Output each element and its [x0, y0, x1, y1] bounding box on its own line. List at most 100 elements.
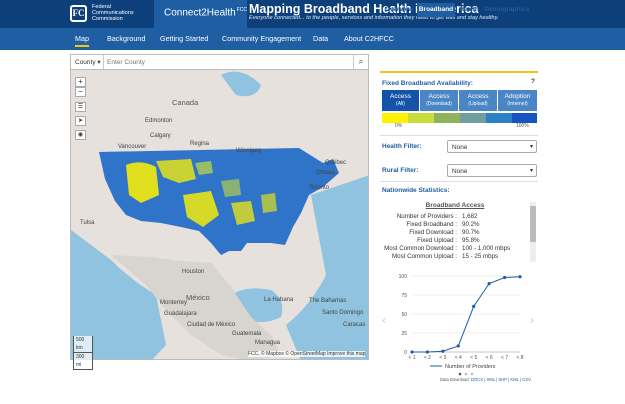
segment-adoption-internet[interactable]: Adoption (Internet) [498, 90, 537, 111]
search-type-dropdown[interactable]: County ▾ [71, 55, 104, 69]
stats-scrollbar[interactable] [530, 202, 536, 262]
map-label-canada: Canada [172, 98, 199, 107]
stat-row: Number of Providers :1,682 [396, 213, 478, 220]
segment-access-all[interactable]: Access (All) [382, 90, 419, 111]
nav-community-engagement[interactable]: Community Engagement [222, 34, 302, 43]
appalachia-low-access [261, 193, 277, 213]
southern-plains-low-access [183, 191, 219, 227]
download-shp[interactable]: SHP [498, 377, 507, 382]
map-attribution[interactable]: FCC, © Mapbox © OpenStreetMap Improve th… [248, 351, 366, 357]
chart-y-tick: 0 [404, 350, 407, 356]
divider [380, 135, 538, 136]
download-kml[interactable]: KML [510, 377, 519, 382]
main-nav: Map Background Getting Started Community… [0, 28, 625, 50]
chart-y-tick: 50 [401, 312, 407, 318]
zoom-out-button[interactable]: − [75, 87, 86, 97]
connect2health-logo[interactable]: Connect2HealthFCC [154, 0, 247, 28]
tab-health[interactable]: Health [459, 6, 479, 13]
stat-row: Fixed Upload :95.8% [417, 237, 480, 244]
nav-background[interactable]: Background [107, 34, 146, 43]
chevron-down-icon: ▾ [529, 168, 533, 174]
scale-mi: 300 mi [73, 353, 93, 370]
legend-swatch-2 [408, 113, 434, 123]
layers-icon[interactable]: ☰ [75, 102, 86, 112]
chart-x-tick: < 3 [439, 355, 446, 361]
county-search-input[interactable] [107, 56, 337, 68]
chart-series-line [412, 276, 521, 353]
stats-scroll-thumb[interactable] [530, 206, 536, 242]
map-label-guatemala: Guatemala [232, 331, 262, 337]
chart-point [410, 350, 414, 354]
download-docx[interactable]: DOCX [470, 377, 484, 382]
fcc-logo[interactable]: FC [70, 5, 87, 22]
legend-swatch-4 [460, 113, 486, 123]
nav-data[interactable]: Data [313, 34, 329, 43]
map-scale: 500 km 300 mi [73, 336, 93, 370]
locate-icon[interactable]: ➤ [75, 116, 86, 126]
chart-point [518, 275, 522, 279]
chart-x-tick: < 1 [408, 355, 415, 361]
map-label-bahamas: The Bahamas [309, 298, 347, 304]
scale-km: 500 km [73, 336, 93, 353]
map-label-mexico: México [186, 293, 210, 302]
zoom-in-button[interactable]: + [75, 77, 86, 87]
map-canvas[interactable] [70, 54, 369, 360]
usa-counties-base [99, 148, 339, 255]
midwest-medium-access [195, 161, 213, 175]
legend-min: 0% [395, 123, 403, 129]
chart-x-tick: < 5 [470, 355, 477, 361]
stats-box: Broadband Access Number of Providers :1,… [382, 200, 537, 263]
health-filter-select[interactable]: None ▾ [447, 140, 537, 153]
map-label-toronto: Toronto [309, 185, 330, 191]
stat-row: Most Common Download :100 - 1,000 mbps [384, 245, 511, 252]
rural-filter-select[interactable]: None ▾ [447, 164, 537, 177]
map-label-calgary: Calgary [150, 133, 171, 139]
legend-swatch-1 [382, 113, 408, 123]
chart-point [441, 349, 445, 353]
map-label-managua: Managua [255, 340, 281, 346]
map-label-tulsa: Tulsa [80, 220, 95, 226]
nav-getting-started[interactable]: Getting Started [160, 34, 209, 43]
map-label-winnipeg: Winnipeg [236, 148, 262, 154]
chevron-left-icon[interactable]: ‹ [382, 313, 386, 327]
legend-swatch-5 [486, 113, 512, 123]
rural-filter-label: Rural Filter: [382, 167, 419, 174]
map-label-monterrey: Monterrey [160, 300, 188, 306]
chart-y-tick: 75 [401, 293, 407, 299]
south-central-low-access [231, 201, 255, 225]
chart-point [425, 350, 430, 354]
divider [380, 181, 538, 182]
tab-overview[interactable]: Overview [384, 6, 414, 13]
chart-x-tick: < 4 [455, 355, 462, 361]
tab-demographics[interactable]: Demographics [484, 6, 530, 13]
fixed-broadband-title: Fixed Broadband Availability: [382, 80, 473, 87]
map-svg [71, 55, 368, 359]
map-label-santo-domingo: Santo Domingo [322, 310, 364, 316]
data-download: Data Download: DOCX | XML | SHP | KML | … [440, 377, 531, 382]
map-label-havana: La Habana [264, 297, 294, 303]
chart-point [502, 275, 507, 280]
globe-icon[interactable]: ◉ [75, 130, 86, 140]
segment-access-upload[interactable]: Access (Upload) [459, 90, 497, 111]
chart-point [472, 304, 476, 308]
chart-x-tick: < 6 [486, 355, 493, 361]
tab-broadband[interactable]: Broadband [417, 3, 455, 17]
nav-map[interactable]: Map [75, 34, 89, 47]
mexico-land [111, 255, 281, 359]
map-label-mexico-city: Ciudad de México [187, 322, 236, 328]
help-icon[interactable]: ? [531, 78, 535, 85]
map-label-quebec: Québec [325, 160, 347, 166]
map-search-bar: County ▾ ⌕ [70, 54, 369, 70]
chart-pager-dot [458, 372, 462, 376]
map-label-caracas: Caracas [343, 322, 366, 328]
nav-about[interactable]: About C2HFCC [344, 34, 394, 43]
download-xml[interactable]: XML [486, 377, 495, 382]
northern-plains-low-access [156, 159, 196, 183]
providers-chart: 0 25 50 75 100 < 1 < 2 < 3 < 4 < 5 < 6 < 7 < 8 Number… [399, 274, 524, 376]
chevron-right-icon[interactable]: › [530, 313, 534, 327]
download-csv[interactable]: CSV [522, 377, 531, 382]
legend-swatch-6 [512, 113, 537, 123]
agency-name-line-2: Communications [92, 10, 134, 16]
search-icon[interactable]: ⌕ [353, 55, 368, 69]
segment-access-download[interactable]: Access (Download) [420, 90, 458, 111]
